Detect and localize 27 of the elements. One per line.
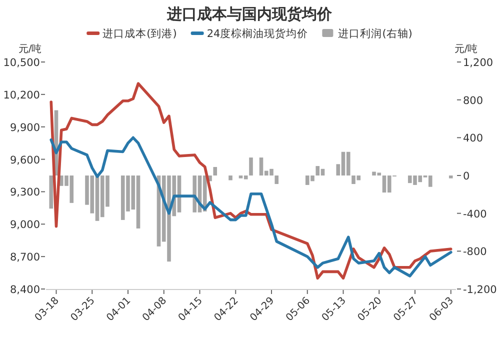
y2-tick-label: 800: [463, 94, 484, 107]
chart-title: 进口成本与国内现货均价: [166, 5, 333, 23]
y-tick-label: 8,700: [10, 252, 40, 264]
y2-axis-title: 元/吨: [454, 43, 478, 55]
y2-tick-label: -400: [463, 208, 487, 220]
bar: [448, 176, 453, 178]
bar: [249, 158, 253, 176]
y2-tick-label: 400: [463, 132, 484, 145]
y2-tick-label: 1,200: [463, 57, 494, 69]
legend-label: 进口利润(右轴): [338, 27, 412, 40]
y2-tick-label: -800: [463, 246, 487, 258]
bar: [213, 166, 218, 176]
y-axis-title: 元/吨: [18, 43, 42, 55]
y-tick-label: 9,300: [10, 186, 40, 199]
y2-tick-label: 0: [463, 170, 470, 182]
legend-label: 24度棕榈油现货均价: [206, 27, 308, 40]
y-tick-label: 10,200: [3, 89, 40, 102]
y-tick-label: 8,400: [10, 284, 40, 296]
y2-tick-label: -1,200: [463, 284, 497, 296]
y-tick-label: 9,600: [10, 154, 40, 166]
y-tick-label: 9,900: [10, 122, 40, 134]
y-tick-label: 9,000: [10, 219, 40, 232]
bar: [274, 176, 279, 184]
bar: [228, 176, 232, 180]
y-tick-label: 10,500: [3, 57, 40, 69]
legend-label: 进口成本(到港): [102, 27, 177, 40]
bar: [49, 176, 54, 209]
